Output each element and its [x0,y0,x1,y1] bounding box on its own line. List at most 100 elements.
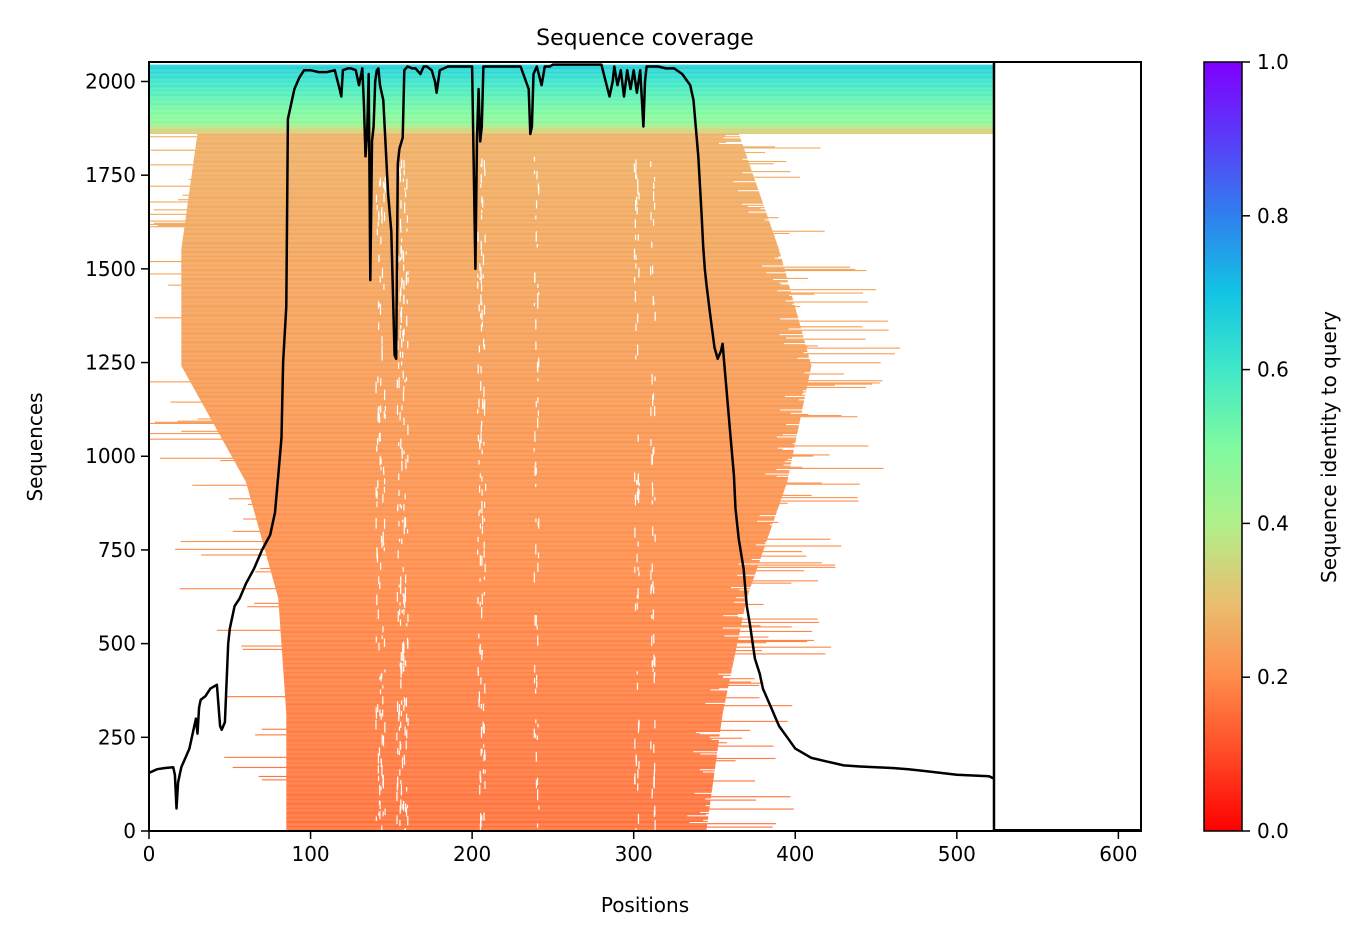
gap-mark [398,521,400,527]
gap-mark [654,656,656,667]
gap-mark [481,525,484,534]
msa-row [283,679,730,681]
msa-row [181,271,786,273]
gap-mark [397,776,399,788]
gap-mark [403,609,405,616]
msa-row [285,698,726,700]
gap-mark [383,518,386,529]
msa-row [286,822,690,824]
msa-row [181,363,811,365]
msa-row [280,634,740,636]
gap-mark [384,389,386,401]
msa-row [254,511,777,513]
msa-row [182,240,777,242]
gap-mark [407,816,409,826]
msa-row [227,447,779,449]
msa-row [286,760,736,762]
msa-row [286,797,711,799]
gap-mark [480,726,483,738]
gap-mark [537,521,539,526]
msa-row [286,799,756,801]
msa-row [216,428,799,430]
gap-mark [480,294,482,306]
gap-mark [405,740,407,750]
gap-mark [402,593,404,597]
msa-row [258,527,772,529]
msa-row [196,138,741,140]
gap-mark [652,609,654,620]
y-tick-label: 1500 [85,257,136,281]
gap-mark [399,503,401,508]
msa-row [185,217,779,219]
msa-row [286,784,713,787]
msa-row [279,616,739,618]
gap-mark [478,698,480,708]
gap-mark [533,447,535,452]
gap-mark [379,303,381,307]
msa-row [186,211,749,213]
gap-mark [398,711,400,722]
gap-mark [535,544,537,555]
msa-row [286,733,700,735]
msa-row [246,483,860,485]
gap-mark [637,588,639,599]
gap-mark [480,432,482,444]
msa-row [281,638,739,640]
gap-mark [403,665,405,672]
gap-mark [653,634,655,644]
gap-mark [535,401,537,408]
msa-row [204,406,803,408]
msa-row [183,236,775,238]
gap-mark [383,486,386,493]
msa-row [149,101,994,103]
gap-mark [636,196,638,206]
msa-row [248,491,784,493]
msa-row [149,83,994,85]
gap-mark [383,215,386,222]
gap-mark [401,361,403,366]
gap-mark [380,378,382,387]
msa-row [282,665,733,667]
gap-mark [403,159,405,169]
msa-row [193,163,774,165]
gap-mark [398,255,400,263]
msa-row [230,454,830,456]
msa-row [279,621,820,624]
gap-mark [479,523,482,529]
msa-row [192,385,808,387]
gap-mark [651,499,653,505]
msa-row [191,175,754,177]
gap-mark [404,517,407,528]
gap-mark [650,161,652,167]
gap-mark [478,485,481,493]
msa-row [248,490,785,492]
msa-row [286,790,712,792]
msa-row [181,327,801,329]
msa-row [181,252,780,254]
msa-row [276,592,749,594]
gap-mark [406,713,408,722]
msa-row [149,70,994,72]
gap-mark [482,254,485,266]
msa-row [283,674,731,676]
gap-mark [654,177,656,182]
msa-row [182,237,776,239]
msa-row [245,480,788,482]
gap-mark [477,667,479,673]
gap-mark [400,799,402,811]
msa-row [286,792,695,794]
gap-mark [376,501,378,507]
gap-mark [382,811,384,817]
gap-mark [478,633,480,639]
gap-mark [402,370,404,379]
msa-row [276,591,749,593]
msa-row [254,510,777,512]
gap-mark [378,405,380,411]
gap-mark [377,753,380,764]
gap-mark [653,446,655,454]
msa-row [149,381,809,383]
msa-row [181,311,797,313]
gap-mark [534,431,536,442]
gap-mark [654,311,656,321]
msa-row [191,173,753,175]
